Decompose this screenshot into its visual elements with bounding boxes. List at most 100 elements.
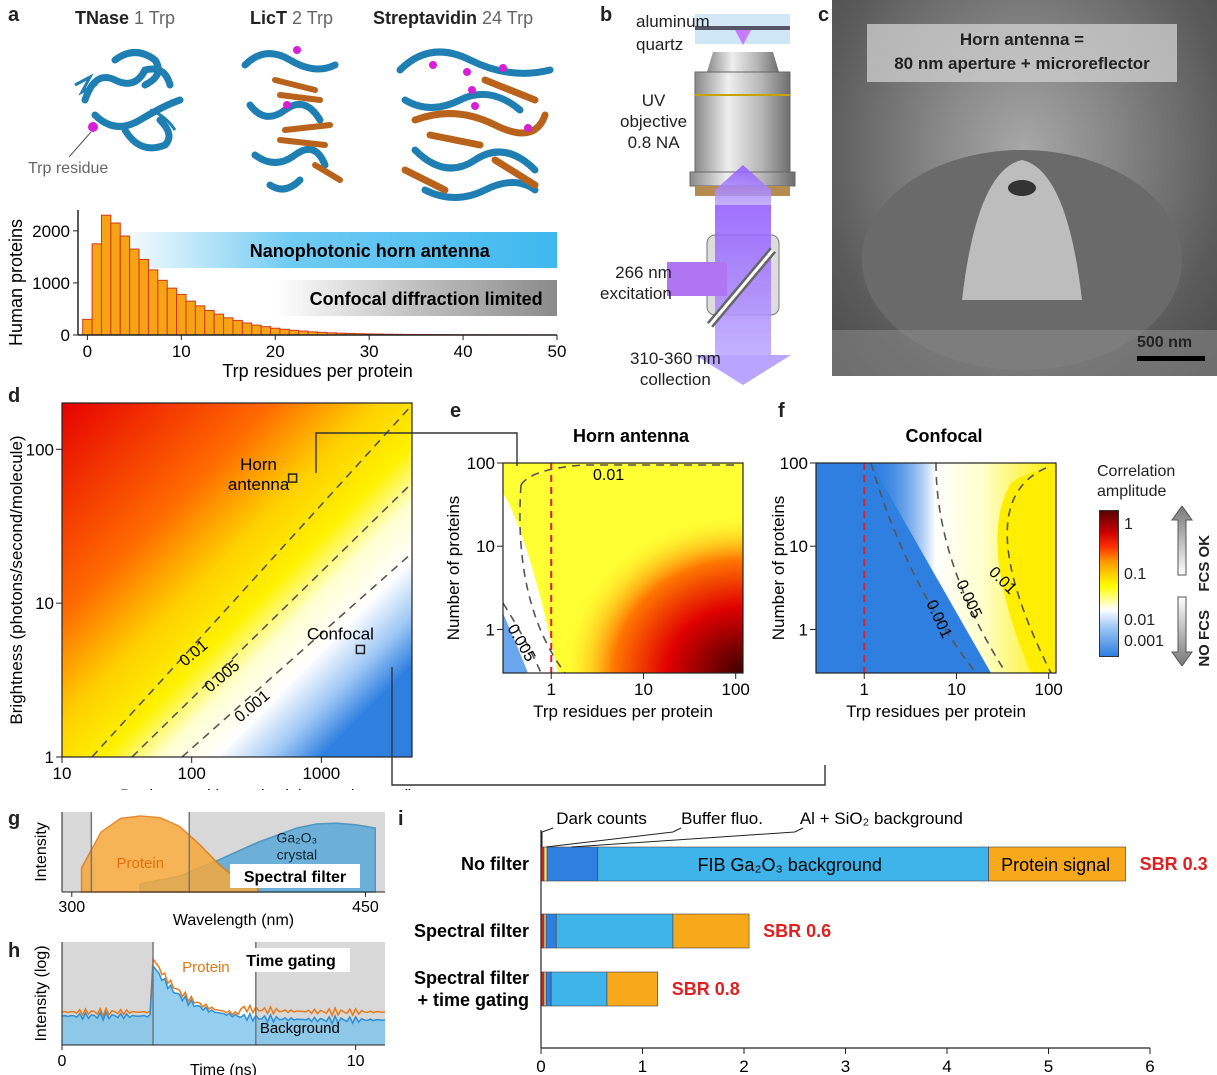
x-tick-label: 0 bbox=[83, 342, 92, 361]
y-axis-label: Human proteins bbox=[6, 219, 26, 346]
sbr-label: SBR 0.8 bbox=[672, 979, 740, 999]
sem-title-box: Horn antenna = 80 nm aperture + microref… bbox=[867, 24, 1177, 82]
panel-label-i: i bbox=[398, 808, 404, 830]
x-axis-label: Background intensity (photons/second) bbox=[120, 786, 414, 790]
time-gating-chart: Protein Background Time gating 0 10 Time (ns)… bbox=[33, 942, 386, 1075]
plot-frame bbox=[815, 462, 1057, 674]
y-tick-label: 1 bbox=[799, 620, 808, 639]
contour-line bbox=[1006, 467, 1052, 674]
contour-line bbox=[870, 462, 977, 674]
y-tick-label: 10 bbox=[789, 537, 808, 556]
aluminum-layer bbox=[695, 14, 790, 26]
histogram-bar bbox=[213, 313, 225, 336]
x-tick-label: 20 bbox=[266, 342, 285, 361]
x-axis-label: Trp residues per protein bbox=[533, 702, 713, 721]
contour-line bbox=[520, 464, 739, 486]
x-axis-label: Wavelength (nm) bbox=[173, 912, 294, 929]
y-axis-label: Intensity (log) bbox=[33, 945, 50, 1041]
marker-horn bbox=[287, 473, 298, 483]
horn-band-label: Nanophotonic horn antenna bbox=[250, 241, 491, 261]
histogram-bar bbox=[260, 326, 272, 336]
panel-label-h: h bbox=[8, 940, 21, 962]
lict-structure-image bbox=[241, 46, 343, 193]
histogram-bar bbox=[147, 269, 159, 336]
histogram-bar bbox=[119, 235, 131, 336]
stacked-segment bbox=[543, 846, 548, 882]
x-tick-label: 1 bbox=[859, 680, 868, 699]
scalebar-label: 500 nm bbox=[1137, 334, 1193, 351]
histogram-bar bbox=[100, 214, 112, 336]
legend-al-sio2: Al + SiO₂ background bbox=[800, 809, 963, 828]
histogram-bar bbox=[138, 258, 149, 336]
box-bg bbox=[232, 948, 350, 972]
leader-line bbox=[546, 827, 682, 848]
protein-label: Protein bbox=[182, 959, 230, 976]
y-tick-label: 10 bbox=[476, 537, 495, 556]
y-tick-label: 1 bbox=[486, 620, 495, 639]
yellow-region bbox=[997, 470, 1056, 673]
stacked-segment bbox=[543, 971, 547, 1007]
fcs-arrows bbox=[1171, 506, 1193, 666]
quartz-label: quartz bbox=[636, 35, 684, 54]
heatmap-field bbox=[62, 403, 412, 757]
y-tick-label: 100 bbox=[26, 440, 54, 459]
colorbar-title: Correlation amplitude bbox=[1097, 463, 1176, 500]
low-region-blue bbox=[503, 613, 528, 673]
trp-histogram-chart: Nanophotonic horn antenna Confocal diffra… bbox=[6, 210, 567, 381]
panel-label-b: b bbox=[600, 4, 613, 26]
legend-dark-counts: Dark counts bbox=[556, 809, 647, 828]
stacked-segment bbox=[555, 913, 674, 949]
histogram-bar bbox=[279, 328, 290, 336]
histogram-bar bbox=[232, 319, 243, 336]
histogram-bar bbox=[194, 305, 206, 336]
category-label: No filter bbox=[461, 854, 529, 874]
histogram-bar bbox=[82, 318, 93, 336]
colorbar-tick-0-1: 0.1 bbox=[1124, 566, 1147, 583]
segment-label: Protein signal bbox=[1001, 855, 1110, 875]
colorbar-tick-0-01: 0.01 bbox=[1124, 612, 1156, 629]
colorbar bbox=[1099, 510, 1119, 657]
x-tick-label: 50 bbox=[548, 342, 567, 361]
y-tick-label: 2000 bbox=[32, 222, 70, 241]
x-tick-label: 10 bbox=[172, 342, 191, 361]
histogram-bar bbox=[241, 322, 253, 336]
y-tick-label: 10 bbox=[35, 594, 54, 613]
time-gating-box-label: Time gating bbox=[246, 953, 336, 970]
map-title: Confocal bbox=[905, 426, 982, 446]
stacked-segment bbox=[543, 913, 547, 949]
category-label: Spectral filter bbox=[414, 968, 529, 988]
excitation-label: 266 nm excitation bbox=[600, 263, 672, 303]
stacked-segment bbox=[545, 913, 557, 949]
panel-label-a: a bbox=[8, 4, 20, 26]
crystal-label-1: Ga₂O₃ bbox=[277, 829, 318, 845]
stacked-segment bbox=[550, 971, 608, 1007]
histogram-bar bbox=[185, 300, 196, 336]
low-region bbox=[503, 493, 558, 673]
histogram-bar bbox=[204, 310, 215, 336]
confocal-label: Confocal bbox=[307, 624, 374, 643]
leader-line bbox=[571, 827, 804, 848]
y-axis-label: Intensity bbox=[33, 822, 50, 882]
panel-label-g: g bbox=[8, 808, 21, 830]
optical-setup-diagram bbox=[667, 14, 796, 385]
panel-label-e: e bbox=[450, 400, 462, 422]
x-tick-label: 6 bbox=[1145, 1057, 1154, 1075]
y-tick-label: 1000 bbox=[32, 274, 70, 293]
stacked-segment bbox=[597, 846, 989, 882]
histogram-bar bbox=[251, 324, 262, 336]
spectral-filter-box-label: Spectral filter bbox=[244, 869, 346, 886]
tnase-structure-image bbox=[68, 49, 184, 158]
x-tick-label: 10 bbox=[634, 680, 653, 699]
histogram-bar bbox=[166, 287, 178, 336]
x-tick-label: 1 bbox=[638, 1057, 647, 1075]
x-tick-label: 10 bbox=[947, 680, 966, 699]
contour-label: 0.01 bbox=[593, 467, 624, 484]
x-tick-label: 1000 bbox=[302, 764, 340, 783]
x-tick-label: 100 bbox=[177, 764, 205, 783]
protein-title-lict: LicT 2 Trp bbox=[250, 8, 334, 28]
contour-line bbox=[519, 484, 566, 674]
